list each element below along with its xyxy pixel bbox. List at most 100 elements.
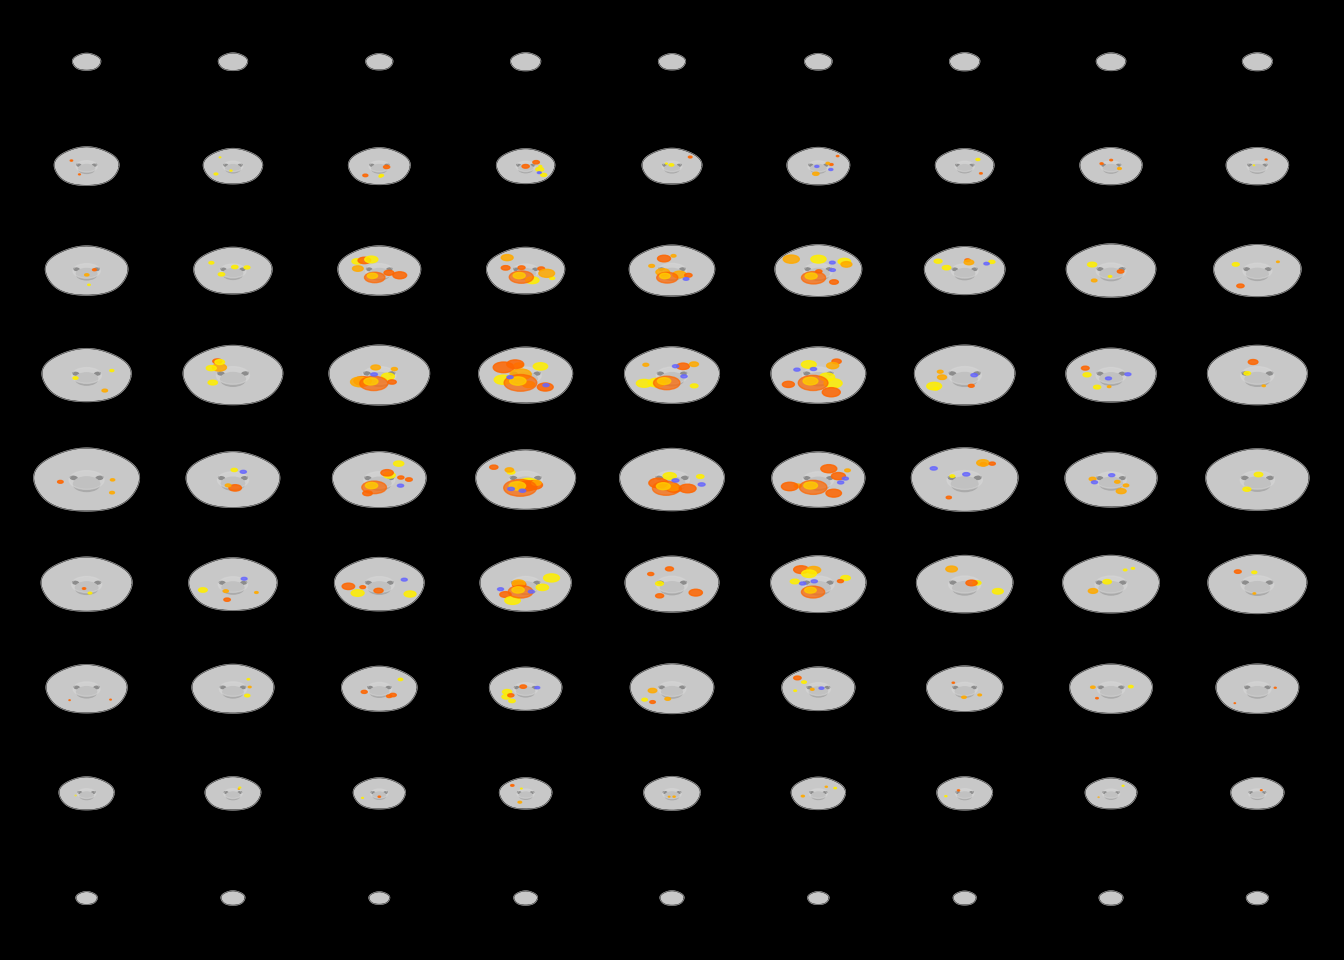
Ellipse shape	[810, 255, 827, 263]
Ellipse shape	[74, 268, 79, 271]
Polygon shape	[808, 892, 829, 904]
Ellipse shape	[1262, 385, 1265, 387]
Ellipse shape	[969, 792, 973, 793]
Ellipse shape	[952, 683, 954, 684]
Ellipse shape	[684, 274, 692, 277]
Ellipse shape	[543, 574, 559, 582]
Ellipse shape	[1124, 569, 1126, 571]
Ellipse shape	[1083, 372, 1091, 377]
Polygon shape	[42, 348, 132, 401]
Ellipse shape	[804, 263, 833, 278]
Ellipse shape	[814, 165, 818, 167]
Polygon shape	[1214, 245, 1301, 297]
Ellipse shape	[820, 373, 835, 381]
Polygon shape	[190, 558, 277, 611]
Ellipse shape	[1243, 488, 1251, 492]
Ellipse shape	[837, 481, 844, 484]
Ellipse shape	[649, 264, 655, 268]
Ellipse shape	[504, 479, 536, 496]
Ellipse shape	[406, 478, 413, 481]
Ellipse shape	[532, 268, 538, 271]
Ellipse shape	[398, 476, 405, 479]
Ellipse shape	[802, 367, 835, 384]
Polygon shape	[1099, 891, 1122, 905]
Ellipse shape	[978, 694, 981, 696]
Polygon shape	[642, 149, 702, 183]
Ellipse shape	[1242, 476, 1249, 480]
Ellipse shape	[509, 699, 515, 703]
Ellipse shape	[825, 786, 828, 787]
Ellipse shape	[809, 789, 828, 799]
Ellipse shape	[519, 478, 539, 489]
Ellipse shape	[802, 471, 833, 489]
Ellipse shape	[208, 380, 218, 385]
Polygon shape	[42, 557, 132, 611]
Polygon shape	[914, 346, 1015, 405]
Ellipse shape	[980, 463, 986, 466]
Ellipse shape	[1098, 686, 1103, 688]
Ellipse shape	[71, 368, 101, 383]
Ellipse shape	[790, 579, 800, 584]
Ellipse shape	[360, 586, 366, 588]
Ellipse shape	[806, 372, 831, 386]
Polygon shape	[788, 148, 849, 184]
Ellipse shape	[794, 565, 809, 573]
Ellipse shape	[73, 682, 99, 696]
Ellipse shape	[512, 587, 524, 593]
Ellipse shape	[511, 372, 517, 375]
Polygon shape	[926, 666, 1003, 711]
Ellipse shape	[823, 792, 827, 793]
Ellipse shape	[1245, 372, 1250, 375]
Ellipse shape	[663, 164, 667, 166]
Ellipse shape	[680, 686, 685, 688]
Ellipse shape	[642, 698, 648, 701]
Ellipse shape	[507, 375, 513, 378]
Ellipse shape	[1265, 686, 1270, 688]
Ellipse shape	[656, 483, 671, 490]
Ellipse shape	[950, 475, 954, 477]
Ellipse shape	[945, 796, 948, 797]
Ellipse shape	[966, 580, 977, 586]
Ellipse shape	[516, 269, 535, 279]
Ellipse shape	[220, 372, 246, 386]
Ellipse shape	[1254, 472, 1263, 477]
Ellipse shape	[1132, 567, 1134, 569]
Ellipse shape	[388, 380, 396, 384]
Ellipse shape	[534, 582, 540, 584]
Polygon shape	[630, 664, 714, 713]
Ellipse shape	[1089, 588, 1098, 593]
Ellipse shape	[70, 476, 77, 480]
Polygon shape	[625, 347, 719, 403]
Ellipse shape	[1249, 792, 1253, 793]
Polygon shape	[34, 448, 140, 511]
Polygon shape	[625, 557, 719, 612]
Ellipse shape	[816, 270, 823, 273]
Ellipse shape	[387, 582, 392, 584]
Ellipse shape	[75, 372, 98, 385]
Ellipse shape	[372, 164, 387, 173]
Polygon shape	[46, 664, 128, 712]
Ellipse shape	[956, 792, 960, 793]
Ellipse shape	[1097, 263, 1126, 279]
Ellipse shape	[69, 470, 103, 490]
Ellipse shape	[656, 476, 663, 480]
Ellipse shape	[663, 472, 676, 479]
Ellipse shape	[659, 686, 664, 688]
Ellipse shape	[220, 268, 226, 271]
Ellipse shape	[1103, 792, 1106, 793]
Ellipse shape	[71, 576, 102, 592]
Polygon shape	[332, 452, 426, 507]
Ellipse shape	[241, 268, 245, 271]
Ellipse shape	[680, 581, 687, 584]
Polygon shape	[1097, 53, 1126, 70]
Ellipse shape	[659, 268, 664, 271]
Ellipse shape	[364, 471, 395, 489]
Ellipse shape	[501, 694, 511, 699]
Ellipse shape	[515, 363, 524, 368]
Ellipse shape	[387, 695, 391, 698]
Ellipse shape	[95, 476, 103, 480]
Ellipse shape	[513, 477, 538, 491]
Ellipse shape	[802, 570, 816, 578]
Ellipse shape	[800, 582, 806, 585]
Ellipse shape	[661, 686, 683, 698]
